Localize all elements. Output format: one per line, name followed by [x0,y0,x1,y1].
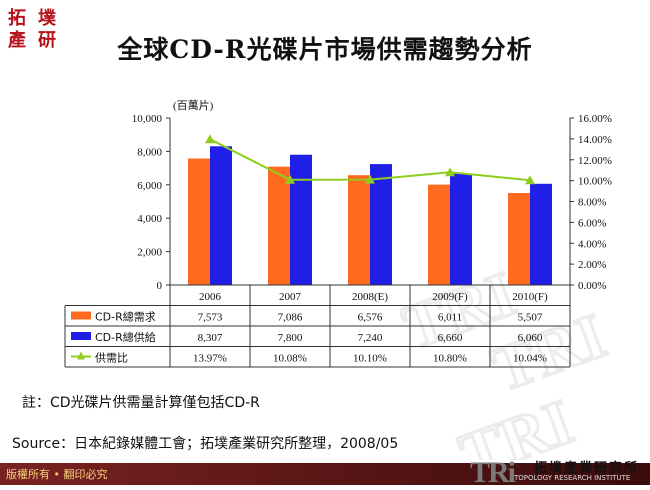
legend-swatch [71,311,91,320]
legend-marker [77,351,85,360]
plot-area: 0 2,000 4,000 6,000 8,000 10,000 0.00% 2.00% 4.0… [132,113,612,292]
y-right-tick-label: 10.00% [578,176,612,188]
bar-supply [370,164,392,285]
data-label: 6,660 [438,332,463,344]
data-label: 6,576 [358,312,383,324]
legend-swatch [71,332,91,340]
ratio-point [445,167,455,177]
data-label: 10.10% [353,353,387,365]
y-right-tick-label: 16.00% [578,113,612,125]
source-text: Source：日本紀錄媒體工會；拓墣產業研究所整理，2008/05 [12,436,399,452]
data-label: 13.97% [193,353,227,365]
ratio-point [525,175,535,185]
footer-bar [0,463,650,485]
data-label: 8,307 [198,332,223,344]
ratio-point [285,174,295,184]
unit-label: (百萬片) [173,99,214,112]
bar-supply [290,154,312,285]
ratio-point [365,174,375,184]
y-right-tick-label: 6.00% [578,217,606,229]
series-name: CD-R總需求 [95,310,156,324]
tri-logo: 拓 墣 產 研 [6,4,68,51]
bar-demand [348,175,370,285]
y-right-tick-label: 2.00% [578,259,606,271]
bar-demand [508,193,530,285]
data-label: 10.08% [273,353,307,365]
bar-supply [530,183,552,285]
y-left-tick-label: 0 [157,280,163,292]
y-left-tick-label: 4,000 [137,213,162,225]
ratio-point [205,134,215,144]
bar-supply [450,173,472,285]
data-label: 10.80% [433,353,467,365]
category-label: 2010(F) [512,291,548,303]
data-label: 6,011 [438,312,462,324]
data-label: 7,086 [278,312,303,324]
data-label: 6,060 [518,332,543,344]
copyright-text: 版權所有 • 翻印必究 [6,468,108,481]
series-name: CD-R總供給 [95,330,156,344]
category-label: 2009(F) [432,291,468,303]
supply-demand-chart: (百萬片) 0 2,000 4,000 6,000 8,000 10,000 0.00% 2.… [64,99,612,368]
y-right-tick-label: 14.00% [578,134,612,146]
data-label: 7,573 [198,312,223,324]
y-right-tick-label: 12.00% [578,155,612,167]
y-right-tick-label: 0.00% [578,280,606,292]
series-name: 供需比 [95,351,128,365]
bar-supply [210,146,232,285]
page-title: 全球CD-R光碟片市場供需趨勢分析 [117,35,533,64]
brand-subtitle: TOPOLOGY RESEARCH INSTITUTE [514,474,631,482]
bar-demand [428,184,450,285]
bar-demand [268,166,290,285]
y-right-tick-label: 4.00% [578,238,606,250]
y-left-tick-label: 8,000 [137,146,162,158]
data-label: 7,800 [278,332,303,344]
category-label: 2006 [199,291,222,303]
y-left-tick-label: 2,000 [137,247,162,259]
category-label: 2008(E) [352,291,388,303]
logo-char-2: 墣 [38,8,56,29]
bar-demand [188,158,210,285]
data-label: 7,240 [358,332,383,344]
y-left-tick-label: 10,000 [132,113,163,125]
data-label: 5,507 [518,312,543,324]
logo-char-4: 研 [38,30,56,50]
category-label: 2007 [279,291,302,303]
data-label: 10.04% [513,353,547,365]
brand-logo: TRi [470,456,516,489]
logo-char-1: 拓 [8,7,26,29]
y-left-tick-label: 6,000 [137,180,162,192]
brand-name: 拓墣產業研究所 [534,461,640,476]
y-right-tick-label: 8.00% [578,197,606,209]
data-table: 2006 2007 2008(E) 2009(F) 2010(F) CD-R總需求 7,57… [64,284,571,368]
note-text: 註：CD光碟片供需量計算僅包括CD-R [22,395,260,411]
logo-char-3: 產 [8,29,26,50]
